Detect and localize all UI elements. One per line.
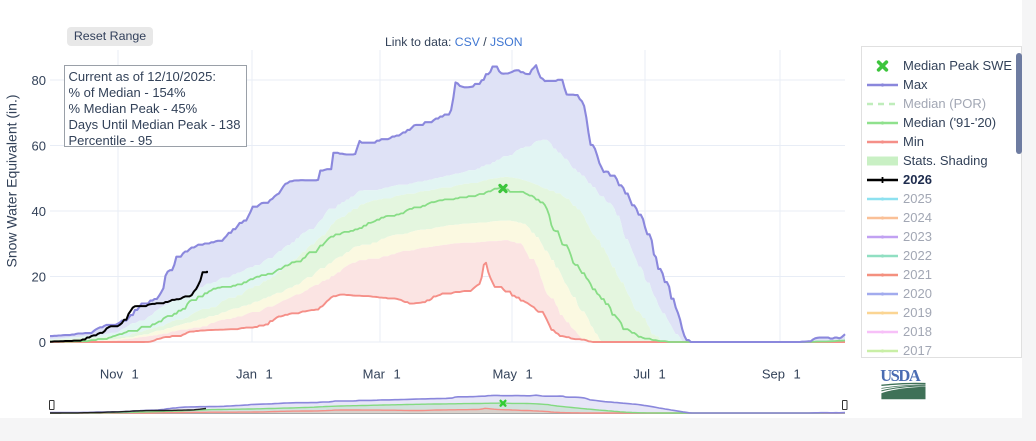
svg-text:USDA: USDA (880, 366, 921, 385)
svg-text:80: 80 (32, 73, 46, 88)
svg-text:Jan: Jan (236, 367, 257, 382)
svg-text:1: 1 (266, 367, 273, 382)
svg-text:Snow Water Equivalent (in.): Snow Water Equivalent (in.) (4, 95, 20, 268)
svg-text:Sep: Sep (762, 367, 785, 382)
svg-text:60: 60 (32, 139, 46, 154)
svg-text:40: 40 (32, 204, 46, 219)
svg-text:20: 20 (32, 270, 46, 285)
svg-text:1: 1 (526, 367, 533, 382)
svg-text:1: 1 (394, 367, 401, 382)
svg-text:0: 0 (39, 335, 46, 350)
svg-text:1: 1 (659, 367, 666, 382)
svg-text:May: May (492, 367, 517, 382)
svg-text:1: 1 (794, 367, 801, 382)
svg-text:Mar: Mar (363, 367, 386, 382)
svg-text:Jul: Jul (633, 367, 650, 382)
svg-text:Nov: Nov (100, 367, 124, 382)
svg-text:1: 1 (132, 367, 139, 382)
